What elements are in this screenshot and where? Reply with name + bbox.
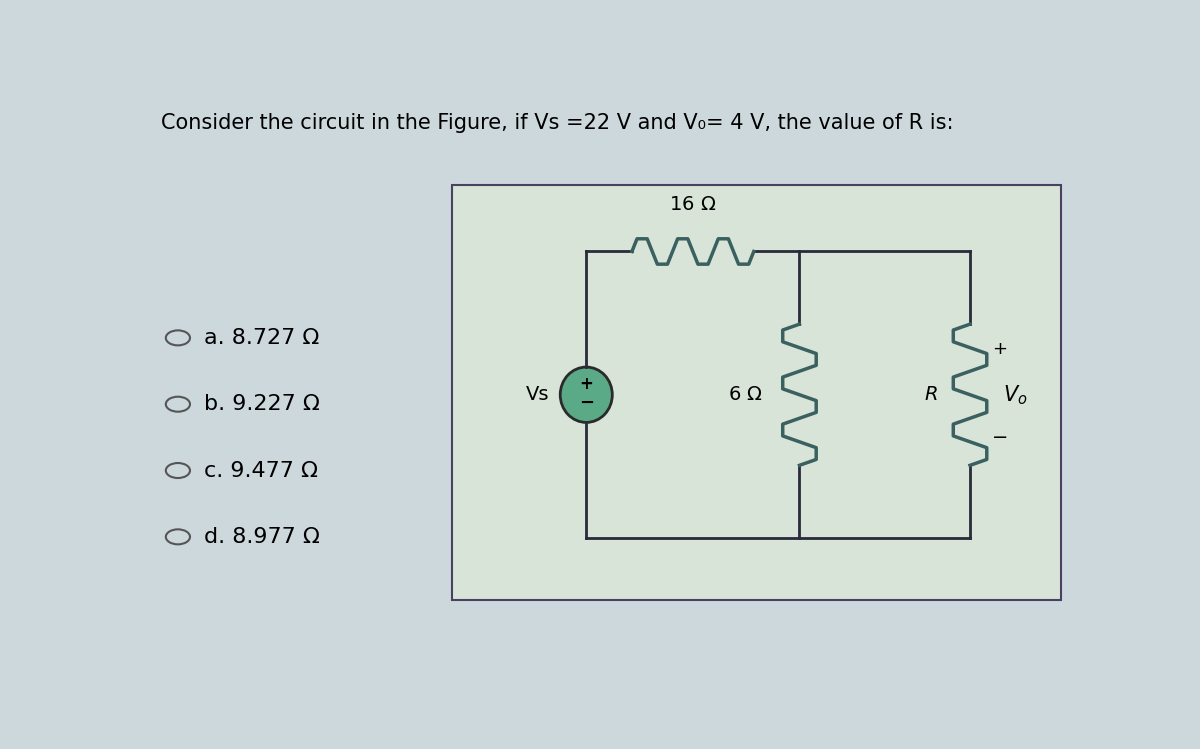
Text: $V_o$: $V_o$ — [1002, 383, 1027, 407]
Text: Consider the circuit in the Figure, if Vs =22 V and V₀= 4 V, the value of R is:: Consider the circuit in the Figure, if V… — [161, 113, 954, 133]
Text: c. 9.477 Ω: c. 9.477 Ω — [204, 461, 318, 481]
Text: a. 8.727 Ω: a. 8.727 Ω — [204, 328, 319, 348]
Text: Vs: Vs — [526, 385, 550, 404]
Text: −: − — [578, 394, 594, 412]
Bar — [452, 185, 1062, 600]
Text: +: + — [580, 375, 593, 393]
Text: +: + — [992, 339, 1007, 357]
Text: d. 8.977 Ω: d. 8.977 Ω — [204, 527, 320, 547]
Text: 6 $\Omega$: 6 $\Omega$ — [727, 385, 762, 404]
Text: b. 9.227 Ω: b. 9.227 Ω — [204, 394, 320, 414]
Text: −: − — [991, 428, 1008, 447]
Ellipse shape — [560, 367, 612, 422]
Text: 16 $\Omega$: 16 $\Omega$ — [670, 195, 716, 214]
Text: R: R — [924, 385, 937, 404]
